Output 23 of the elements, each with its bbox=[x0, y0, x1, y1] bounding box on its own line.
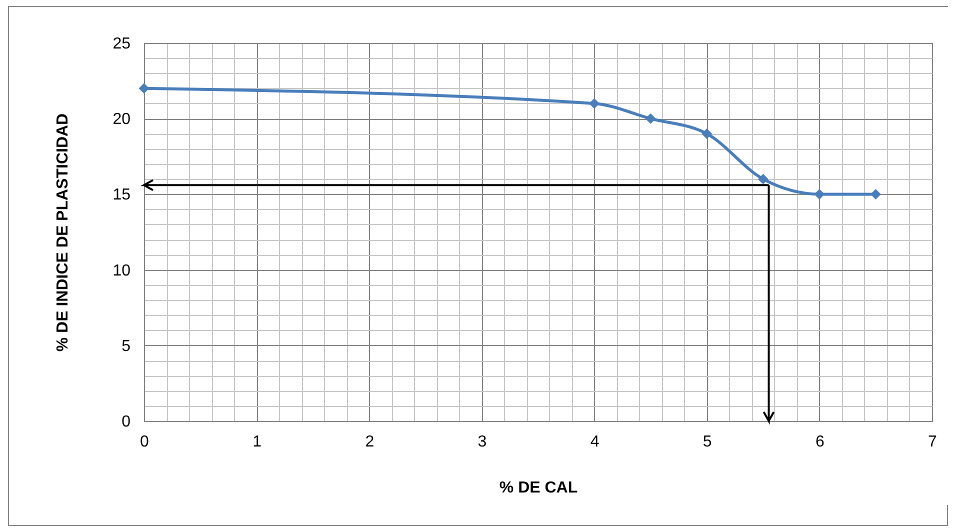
x-tick-label: 5 bbox=[702, 434, 712, 450]
x-tick-label: 2 bbox=[365, 434, 374, 450]
y-tick-label: 25 bbox=[112, 36, 131, 52]
point bbox=[645, 113, 656, 124]
y-tick-label: 20 bbox=[112, 111, 131, 128]
y-tick-label: 5 bbox=[122, 338, 131, 355]
y-tick-label: 10 bbox=[112, 262, 131, 280]
y-axis-title: % DE INDICE DE PLASTICIDAD bbox=[54, 113, 72, 352]
point bbox=[589, 98, 600, 109]
point bbox=[814, 188, 825, 200]
point bbox=[138, 83, 150, 94]
y-tick-label: 15 bbox=[112, 186, 131, 204]
x-tick-label: 1 bbox=[252, 434, 262, 450]
point bbox=[870, 188, 881, 200]
x-tick-label: 0 bbox=[140, 434, 150, 450]
x-tick-label: 4 bbox=[590, 434, 600, 450]
x-tick-label: 3 bbox=[478, 434, 487, 450]
x-axis-title: % DE CAL bbox=[499, 480, 578, 496]
point bbox=[702, 128, 712, 139]
point bbox=[758, 174, 768, 184]
y-tick-label: 0 bbox=[122, 414, 131, 430]
x-tick-label: 7 bbox=[928, 434, 938, 450]
x-tick-label: 6 bbox=[815, 434, 824, 450]
